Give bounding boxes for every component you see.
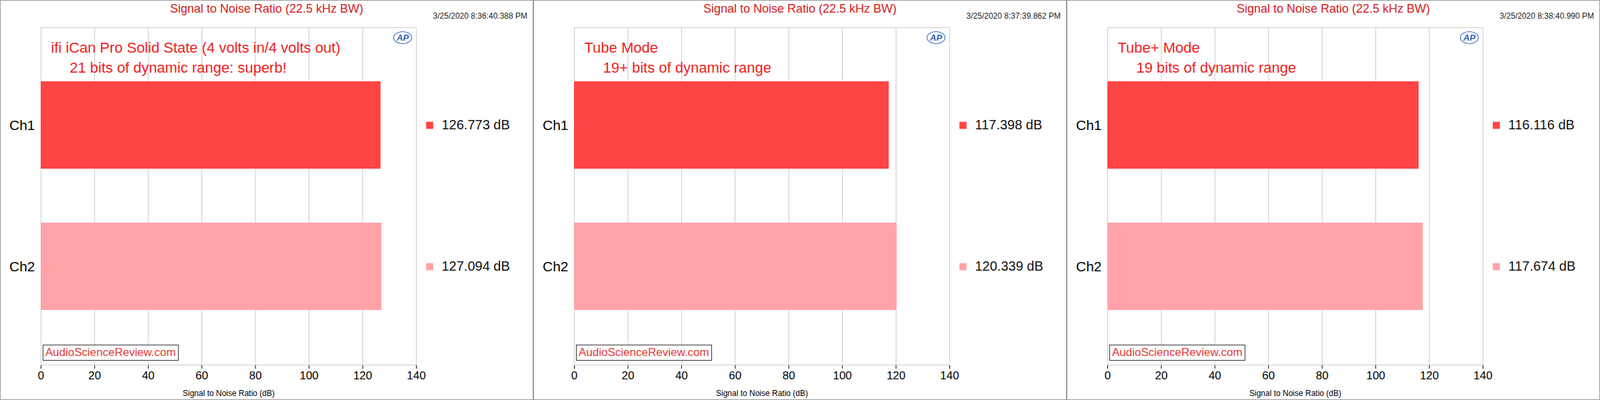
svg-text:100: 100 [832,369,852,382]
svg-text:126.773 dB: 126.773 dB [442,117,510,132]
html-text:3/25/2020 8:37:39.862 PM: 3/25/2020 8:37:39.862 PM [966,11,1061,21]
svg-text:80: 80 [782,369,796,382]
svg-text:21 bits of dynamic range: supe: 21 bits of dynamic range: superb! [70,59,287,76]
svg-text:140: 140 [1473,369,1492,382]
svg-text:40: 40 [1208,369,1222,382]
svg-text:Ch1: Ch1 [542,117,569,133]
svg-text:40: 40 [675,369,688,382]
svg-text:116.116 dB: 116.116 dB [1508,117,1575,132]
svg-text:Ch1: Ch1 [9,117,36,133]
svg-text:ifi iCan Pro Solid State (4 vo: ifi iCan Pro Solid State (4 volts in/4 v… [51,39,341,56]
svg-text:120: 120 [353,369,372,382]
svg-text:120.339 dB: 120.339 dB [975,258,1044,274]
html-text:AudioScienceReview.com: AudioScienceReview.com [1112,346,1243,359]
svg-text:Ch2: Ch2 [1076,258,1102,274]
html-text:AP: AP [930,32,943,43]
svg-text:60: 60 [1262,369,1275,382]
svg-text:20: 20 [1154,369,1168,382]
svg-text:100: 100 [299,369,318,382]
svg-text:80: 80 [249,369,262,382]
svg-text:Signal to Noise Ratio (dB): Signal to Noise Ratio (dB) [1249,388,1342,398]
svg-text:127.094 dB: 127.094 dB [442,258,510,274]
svg-text:60: 60 [195,369,208,382]
svg-text:120: 120 [886,369,906,382]
svg-text:Signal to Noise Ratio (dB): Signal to Noise Ratio (dB) [716,388,808,398]
html-text:AP: AP [1463,32,1476,43]
svg-text:40: 40 [142,369,155,382]
svg-text:20: 20 [88,369,101,382]
svg-text:20: 20 [621,369,634,382]
svg-text:Ch2: Ch2 [9,258,36,274]
svg-text:Ch1: Ch1 [1076,117,1102,133]
svg-text:80: 80 [1316,369,1329,382]
html-text:3/25/2020 8:38:40.990 PM: 3/25/2020 8:38:40.990 PM [1499,11,1594,21]
html-text:Signal to Noise Ratio (22.5 kH: Signal to Noise Ratio (22.5 kHz BW) [703,2,897,16]
html-text:AP: AP [396,32,409,43]
svg-text:0: 0 [1104,369,1111,382]
svg-text:0: 0 [571,369,578,382]
html-text:AudioScienceReview.com: AudioScienceReview.com [45,346,176,359]
svg-text:140: 140 [406,369,426,382]
svg-text:117.398 dB: 117.398 dB [975,117,1043,132]
html-text:AudioScienceReview.com: AudioScienceReview.com [578,346,710,359]
svg-text:140: 140 [940,369,959,382]
svg-text:0: 0 [38,369,44,382]
html-text:3/25/2020 8:36:40.388 PM: 3/25/2020 8:36:40.388 PM [433,11,528,21]
svg-text:19+ bits of dynamic range: 19+ bits of dynamic range [603,59,772,76]
svg-text:19 bits of dynamic range: 19 bits of dynamic range [1136,59,1297,76]
html-text:Signal to Noise Ratio (22.5 kH: Signal to Noise Ratio (22.5 kHz BW) [169,2,364,16]
svg-text:117.674 dB: 117.674 dB [1508,258,1576,274]
html-text:Signal to Noise Ratio (22.5 kH: Signal to Noise Ratio (22.5 kHz BW) [1236,2,1430,16]
svg-text:Ch2: Ch2 [542,258,569,274]
svg-text:Tube+ Mode: Tube+ Mode [1118,39,1200,56]
svg-text:100: 100 [1366,369,1385,382]
svg-text:60: 60 [728,369,742,382]
svg-text:120: 120 [1420,369,1439,382]
svg-text:Signal to Noise Ratio (dB): Signal to Noise Ratio (dB) [182,388,275,398]
svg-text:Tube Mode: Tube Mode [584,39,658,56]
